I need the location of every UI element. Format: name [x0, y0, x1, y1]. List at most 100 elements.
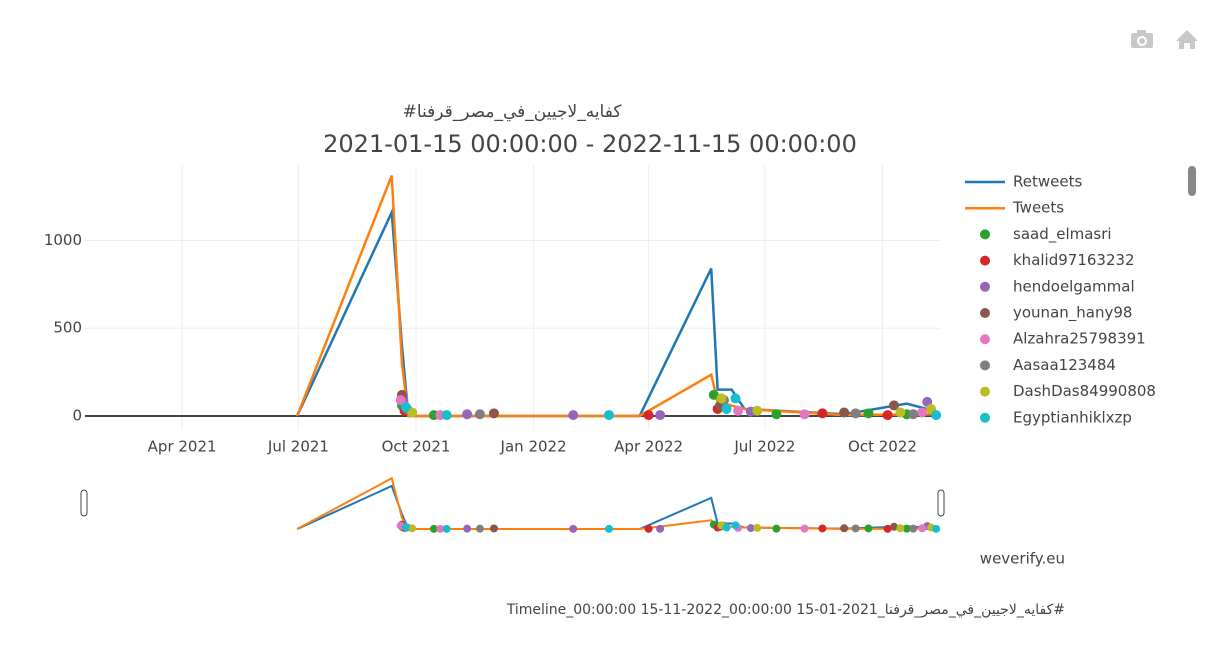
point — [902, 524, 911, 533]
point — [569, 524, 578, 533]
point — [864, 524, 873, 533]
point — [441, 410, 452, 421]
legend-label: younan_hany98 — [1013, 304, 1132, 323]
point — [888, 400, 899, 411]
toolbar — [1131, 30, 1198, 49]
legend-swatch — [980, 308, 990, 318]
legend-label: Tweets — [1012, 199, 1064, 217]
legend-swatch — [980, 255, 990, 266]
legend-label: Egyptianhiklxzp — [1013, 408, 1132, 426]
point — [932, 524, 941, 533]
legend-label: Aasaa123484 — [1013, 356, 1116, 374]
y-tick-label: 1000 — [44, 231, 82, 249]
point — [604, 524, 613, 533]
point — [882, 410, 893, 421]
point — [730, 393, 741, 404]
point — [462, 409, 473, 420]
point — [474, 409, 485, 420]
legend-swatch — [980, 281, 990, 292]
point — [931, 410, 942, 421]
chart-title: #كفايه_لاجيين_في_مصر_قرفنا — [403, 102, 623, 122]
x-tick-label: Apr 2022 — [614, 438, 683, 456]
line — [296, 476, 934, 531]
legend-label: Retweets — [1013, 173, 1082, 191]
point — [917, 407, 928, 418]
home-button[interactable] — [1176, 30, 1198, 49]
legend-swatch — [980, 360, 990, 371]
point — [401, 523, 410, 532]
point — [800, 524, 809, 533]
scrollbar[interactable] — [1188, 166, 1196, 196]
y-tick-label: 500 — [53, 319, 82, 337]
point — [429, 524, 438, 533]
point — [568, 410, 579, 421]
camera-button[interactable] — [1131, 30, 1153, 48]
legend-swatch — [980, 386, 990, 397]
point — [408, 524, 417, 533]
point — [721, 403, 732, 414]
point — [708, 389, 719, 400]
point — [840, 524, 849, 533]
point — [603, 410, 614, 421]
point — [442, 524, 451, 533]
point — [731, 521, 740, 530]
x-tick-label: Apr 2021 — [148, 438, 217, 456]
point — [817, 408, 828, 419]
line — [295, 175, 934, 418]
point — [463, 524, 472, 533]
legend-label: hendoelgammal — [1013, 277, 1135, 295]
x-tick-label: Jan 2022 — [500, 438, 567, 456]
point — [643, 410, 654, 421]
point — [655, 410, 666, 421]
source: weverify.eu — [980, 550, 1065, 568]
filename: Timeline_كفايه_لاجيين_في_مصر_قرفنا_2021-… — [506, 602, 1065, 618]
point — [772, 524, 781, 533]
point — [436, 524, 445, 533]
point — [400, 402, 411, 413]
legend-label: DashDas84990808 — [1013, 382, 1156, 400]
legend-swatch — [980, 229, 990, 240]
point — [909, 524, 918, 533]
point — [746, 524, 755, 533]
x-tick-label: Oct 2022 — [848, 438, 917, 456]
point — [895, 407, 906, 418]
point — [475, 524, 484, 533]
point — [883, 524, 892, 533]
point — [839, 407, 850, 418]
point — [752, 405, 763, 416]
point — [395, 395, 406, 406]
point — [722, 523, 731, 532]
chart-subtitle: 2021-01-15 00:00:00 - 2022-11-15 00:00:0… — [323, 130, 857, 158]
legend-swatch — [980, 412, 990, 423]
point — [488, 408, 499, 419]
point — [716, 393, 727, 404]
point — [918, 524, 927, 533]
point — [863, 408, 874, 419]
point — [771, 409, 782, 420]
x-tick-label: Jul 2021 — [267, 438, 329, 456]
line — [296, 207, 934, 418]
legend-label: Alzahra25798391 — [1013, 330, 1146, 348]
point — [850, 408, 861, 419]
point — [889, 522, 898, 531]
point — [753, 523, 762, 532]
point — [908, 409, 919, 420]
y-tick-label: 0 — [72, 406, 82, 424]
point — [896, 524, 905, 533]
legend-label: khalid97163232 — [1013, 251, 1135, 269]
point — [733, 405, 744, 416]
point — [818, 524, 827, 533]
point — [489, 524, 498, 533]
x-tick-label: Oct 2021 — [382, 438, 451, 456]
legend-label: saad_elmasri — [1013, 225, 1112, 244]
point — [656, 524, 665, 533]
x-tick-label: Jul 2022 — [733, 438, 795, 456]
range-handle[interactable] — [80, 489, 88, 517]
line — [296, 484, 934, 531]
range-handle[interactable] — [937, 489, 945, 517]
legend-swatch — [980, 334, 990, 345]
point — [851, 524, 860, 533]
point — [644, 524, 653, 533]
point — [799, 409, 810, 420]
